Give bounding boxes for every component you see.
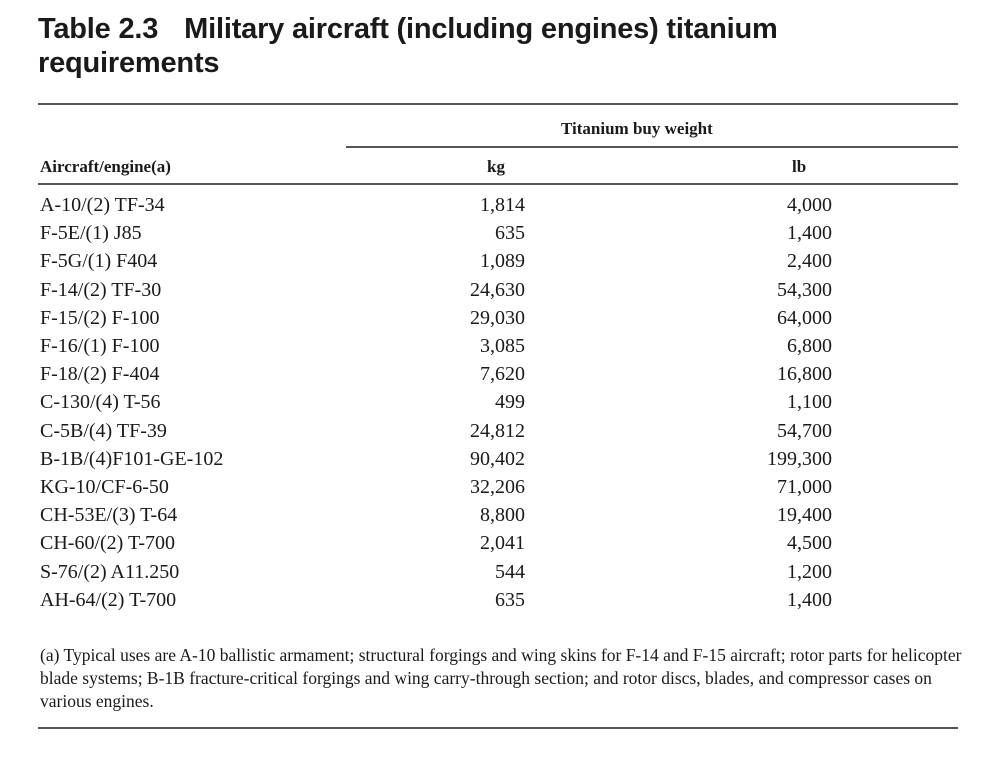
cell-aircraft-engine: C-130/(4) T-56 xyxy=(40,391,161,414)
cell-lb: 71,000 xyxy=(777,476,832,498)
cell-kg: 32,206 xyxy=(470,476,525,498)
cell-lb: 64,000 xyxy=(777,306,832,329)
bottom-rule xyxy=(38,727,958,729)
cell-lb: 2,400 xyxy=(787,250,832,273)
table-row: F-5G/(1) F404 1,089 2,400 xyxy=(0,247,986,275)
table-number: Table 2.3 xyxy=(38,13,159,45)
cell-kg: 635 xyxy=(495,588,525,611)
table-row: B-1B/(4)F101-GE-102 90,402 199,300 xyxy=(0,445,986,473)
cell-aircraft-engine: B-1B/(4)F101-GE-102 xyxy=(40,447,224,470)
cell-lb: 199,300 xyxy=(767,447,832,470)
cell-kg: 90,402 xyxy=(470,447,525,470)
table-row: C-130/(4) T-56 499 1,100 xyxy=(0,388,986,416)
cell-aircraft-engine: F-5E/(1) J85 xyxy=(40,222,142,245)
cell-lb: 4,000 xyxy=(787,194,832,216)
cell-lb: 1,100 xyxy=(787,391,832,414)
cell-lb: 54,300 xyxy=(777,278,832,301)
cell-aircraft-engine: CH-60/(2) T-700 xyxy=(40,532,175,555)
header-rule xyxy=(38,183,958,185)
column-header-lb: lb xyxy=(792,157,807,176)
cell-lb: 19,400 xyxy=(777,504,832,527)
cell-kg: 1,814 xyxy=(480,194,525,216)
table-row: F-5E/(1) J85 635 1,400 xyxy=(0,219,986,247)
cell-kg: 635 xyxy=(495,222,525,245)
table-row: F-18/(2) F-404 7,620 16,800 xyxy=(0,360,986,388)
table-row: CH-53E/(3) T-64 8,800 19,400 xyxy=(0,501,986,529)
cell-lb: 54,700 xyxy=(777,419,832,442)
cell-kg: 8,800 xyxy=(480,504,525,527)
cell-aircraft-engine: F-16/(1) F-100 xyxy=(40,335,160,357)
cell-lb: 6,800 xyxy=(787,335,832,357)
cell-aircraft-engine: CH-53E/(3) T-64 xyxy=(40,504,178,527)
cell-kg: 2,041 xyxy=(480,532,525,555)
table-row: A-10/(2) TF-34 1,814 4,000 xyxy=(0,191,986,219)
cell-kg: 3,085 xyxy=(480,335,525,357)
table-row: KG-10/CF-6-50 32,206 71,000 xyxy=(0,473,986,501)
cell-lb: 1,200 xyxy=(787,560,832,583)
cell-aircraft-engine: F-14/(2) TF-30 xyxy=(40,278,162,301)
footnote: (a) Typical uses are A-10 ballistic arma… xyxy=(40,645,962,711)
group-header-rule xyxy=(346,146,958,148)
cell-kg: 24,630 xyxy=(470,278,525,301)
table-row: C-5B/(4) TF-39 24,812 54,700 xyxy=(0,417,986,445)
cell-kg: 544 xyxy=(495,560,525,583)
cell-kg: 24,812 xyxy=(470,419,525,442)
table-row: CH-60/(2) T-700 2,041 4,500 xyxy=(0,529,986,557)
table-row: F-14/(2) TF-30 24,630 54,300 xyxy=(0,276,986,304)
group-header-titanium-buy-weight: Titanium buy weight xyxy=(561,119,713,138)
cell-kg: 499 xyxy=(495,391,525,414)
table-row: F-15/(2) F-100 29,030 64,000 xyxy=(0,304,986,332)
table-caption: Military aircraft (including engines) ti… xyxy=(38,13,778,79)
column-header-aircraft: Aircraft/engine(a) xyxy=(40,157,171,176)
cell-lb: 1,400 xyxy=(787,222,832,245)
cell-aircraft-engine: F-5G/(1) F404 xyxy=(40,250,158,273)
cell-aircraft-engine: F-18/(2) F-404 xyxy=(40,363,160,386)
table-row: AH-64/(2) T-700 635 1,400 xyxy=(0,586,986,614)
cell-lb: 4,500 xyxy=(787,532,832,555)
table-row: S-76/(2) A11.250 544 1,200 xyxy=(0,558,986,586)
cell-kg: 7,620 xyxy=(480,363,525,386)
cell-kg: 1,089 xyxy=(480,250,525,273)
cell-aircraft-engine: F-15/(2) F-100 xyxy=(40,306,160,329)
cell-aircraft-engine: AH-64/(2) T-700 xyxy=(40,588,177,611)
table-row: F-16/(1) F-100 3,085 6,800 xyxy=(0,332,986,360)
cell-aircraft-engine: C-5B/(4) TF-39 xyxy=(40,419,167,442)
cell-aircraft-engine: A-10/(2) TF-34 xyxy=(40,194,165,216)
cell-aircraft-engine: S-76/(2) A11.250 xyxy=(40,560,180,583)
cell-lb: 1,400 xyxy=(787,588,832,611)
top-rule xyxy=(38,103,958,105)
column-header-kg: kg xyxy=(487,157,505,176)
cell-lb: 16,800 xyxy=(777,363,832,386)
table-title: Table 2.3 Military aircraft (including en… xyxy=(38,12,938,80)
cell-kg: 29,030 xyxy=(470,306,525,329)
cell-aircraft-engine: KG-10/CF-6-50 xyxy=(40,476,169,498)
